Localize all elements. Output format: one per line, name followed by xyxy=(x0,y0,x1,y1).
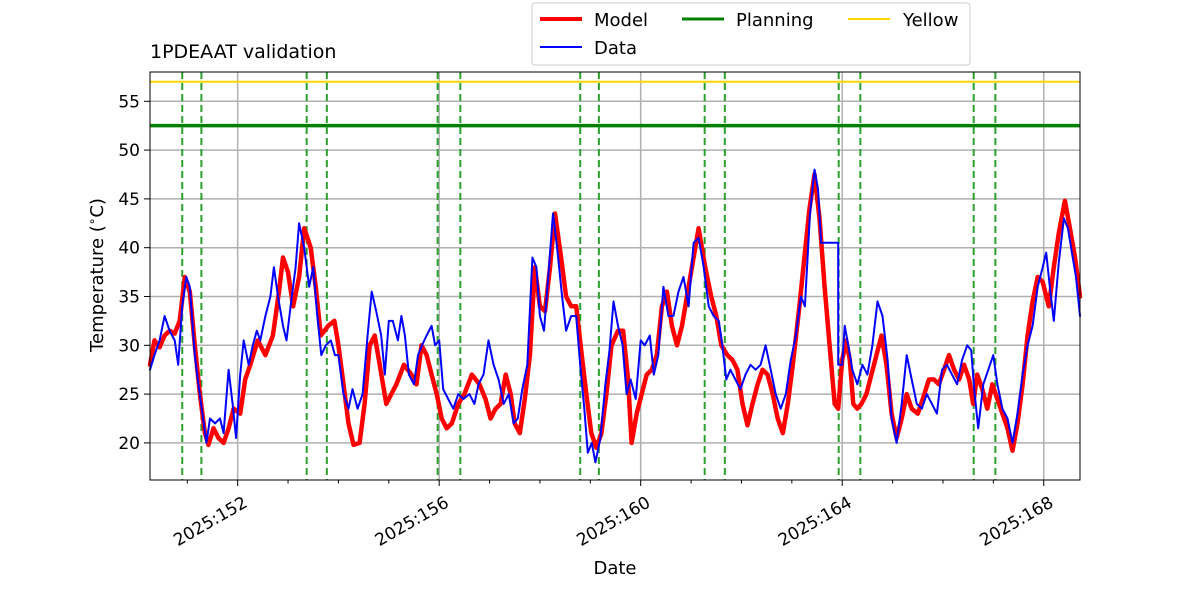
y-tick-label: 30 xyxy=(118,336,140,356)
y-tick-label: 45 xyxy=(118,190,140,210)
data-series-line xyxy=(149,168,1081,464)
y-axis-label-tail: C) xyxy=(87,198,108,218)
y-tick-label: 20 xyxy=(118,434,140,454)
y-axis-label-main: Temperature ( xyxy=(87,225,108,353)
y-tick-label: 25 xyxy=(118,385,140,405)
grid xyxy=(150,72,1080,480)
series-lines xyxy=(147,168,1083,464)
y-axis-label: Temperature (∘C) xyxy=(85,198,108,353)
degree-symbol: ∘ xyxy=(85,218,99,226)
x-axis-label: Date xyxy=(593,558,636,579)
legend-model-label: Model xyxy=(594,10,648,31)
x-tick-label: 2025:160 xyxy=(573,493,654,551)
x-tick-label: 2025:168 xyxy=(976,493,1057,551)
chart-title: 1PDEAAT validation xyxy=(150,41,336,63)
plot-frame xyxy=(149,71,1081,481)
axis-ticks: 20 25 30 35 40 45 50 55 2025:152 2025:156 2025:160… xyxy=(118,92,1057,551)
threshold-lines xyxy=(150,80,1080,128)
legend-planning-label: Planning xyxy=(736,10,814,31)
x-tick-label: 2025:152 xyxy=(170,493,251,551)
y-tick-label: 40 xyxy=(118,239,140,259)
y-tick-label: 55 xyxy=(118,92,140,112)
legend: Model Data Planning Yellow xyxy=(531,2,971,66)
model-series-line xyxy=(147,172,1083,453)
event-lines xyxy=(181,72,997,480)
y-tick-label: 50 xyxy=(118,141,140,161)
legend-data-label: Data xyxy=(594,38,637,59)
y-tick-label: 35 xyxy=(118,287,140,307)
legend-yellow-label: Yellow xyxy=(902,10,958,31)
x-tick-label: 2025:164 xyxy=(775,493,856,551)
x-tick-label: 2025:156 xyxy=(372,493,453,551)
